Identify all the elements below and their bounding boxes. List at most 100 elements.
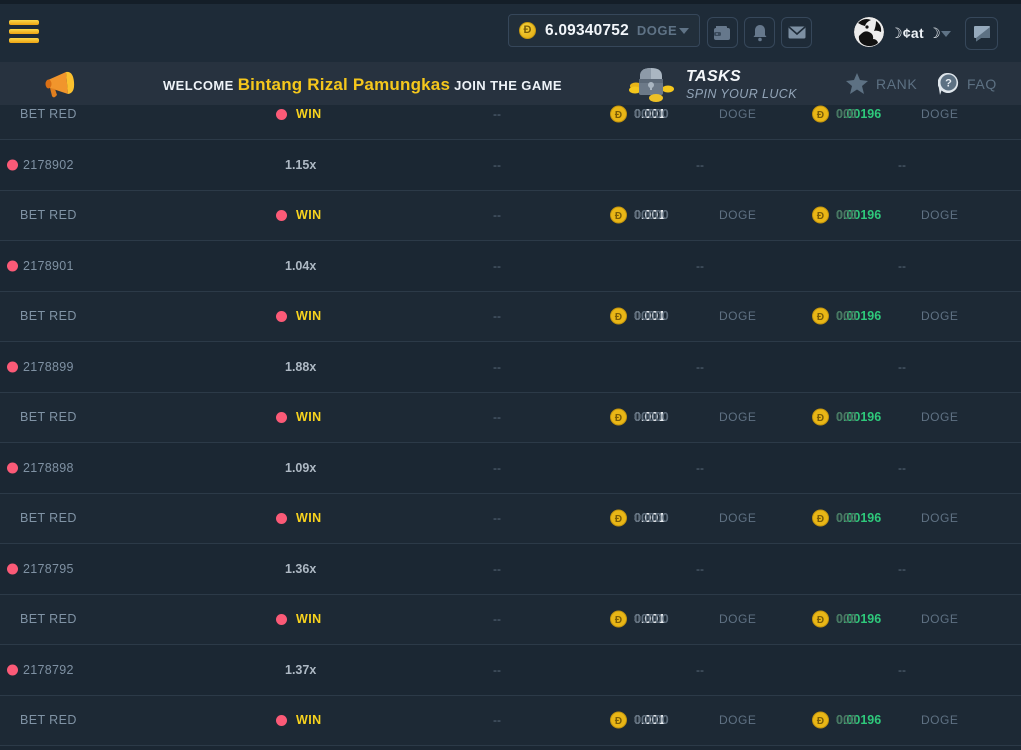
round-multiplier: 1.37x <box>285 662 317 677</box>
placeholder-dash: -- <box>898 460 906 475</box>
hamburger-menu-icon[interactable] <box>9 20 39 46</box>
user-avatar[interactable] <box>854 17 884 47</box>
user-menu-chevron-icon <box>941 31 951 37</box>
bet-amount-coin: Ð <box>610 105 627 123</box>
placeholder-dash: -- <box>493 309 501 324</box>
rank-link[interactable]: RANK <box>846 73 917 94</box>
tasks-subtitle: SPIN YOUR LUCK <box>686 86 797 101</box>
notifications-button[interactable] <box>744 17 775 48</box>
payout-amount-zeros: 000 <box>836 511 857 526</box>
bell-icon <box>753 24 766 41</box>
bet-amount-main: 0.001 <box>634 107 666 122</box>
placeholder-dash: -- <box>696 561 704 576</box>
bet-amount-main: 0.001 <box>634 713 666 728</box>
round-result-dot <box>7 260 18 272</box>
username-label[interactable]: ☽¢at ☽ <box>890 25 942 41</box>
result-text: WIN <box>296 511 322 526</box>
payout-amount-main: 0.00196 <box>836 713 882 728</box>
placeholder-dash: -- <box>493 359 501 374</box>
bet-row: BET RED WIN -- Ð 0.001 00000 DOGE Ð 0.00196 000 DO… <box>0 493 1021 544</box>
svg-text:Ð: Ð <box>817 211 824 222</box>
bet-type-label: BET RED <box>20 107 77 122</box>
doge-coin-icon: Ð <box>519 22 536 39</box>
payout-coin: Ð <box>812 509 829 527</box>
placeholder-dash: -- <box>898 157 906 172</box>
round-id: 2178901 <box>23 258 74 273</box>
bet-result: WIN <box>276 713 322 727</box>
result-text: WIN <box>296 208 322 223</box>
placeholder-dash: -- <box>493 258 501 273</box>
doge-coin-icon: Ð <box>610 711 627 729</box>
result-text: WIN <box>296 309 322 324</box>
doge-coin-icon: Ð <box>610 610 627 628</box>
placeholder-dash: -- <box>493 208 501 223</box>
bet-amount-main: 0.001 <box>634 612 666 627</box>
round-id: 2178795 <box>23 561 74 576</box>
result-text: WIN <box>296 612 322 627</box>
svg-text:Ð: Ð <box>817 514 824 525</box>
payout-coin: Ð <box>812 408 829 426</box>
bet-amount-currency: DOGE <box>719 410 757 425</box>
round-dot-icon <box>7 159 18 171</box>
payout-amount-main: 0.00196 <box>836 309 882 324</box>
svg-text:Ð: Ð <box>615 514 622 525</box>
question-icon: ? <box>938 73 959 95</box>
bet-result: WIN <box>276 511 322 525</box>
balance-currency: DOGE <box>636 23 678 38</box>
payout-currency: DOGE <box>921 612 959 627</box>
svg-text:Ð: Ð <box>817 312 824 323</box>
bet-type-label: BET RED <box>20 410 77 425</box>
chat-button[interactable] <box>965 17 998 50</box>
result-dot-icon <box>276 512 287 524</box>
rank-label: RANK <box>876 75 918 92</box>
bet-amount-zeros: 00000 <box>634 208 669 223</box>
faq-link[interactable]: ? FAQ <box>938 73 997 95</box>
bet-amount-coin: Ð <box>610 509 627 527</box>
balance-selector[interactable]: Ð 6.09340752 DOGE <box>508 14 700 47</box>
doge-coin-icon: Ð <box>812 307 829 325</box>
round-row: 2178795 1.36x -- -- -- <box>0 544 1021 595</box>
payout-amount-main: 0.00196 <box>836 410 882 425</box>
payout-amount-zeros: 000 <box>836 410 857 425</box>
doge-coin-icon: Ð <box>812 206 829 224</box>
placeholder-dash: -- <box>898 662 906 677</box>
bet-amount-coin: Ð <box>610 711 627 729</box>
bet-amount-main: 0.001 <box>634 511 666 526</box>
svg-text:Ð: Ð <box>615 312 622 323</box>
result-dot-icon <box>276 411 287 423</box>
round-multiplier: 1.04x <box>285 258 317 273</box>
bet-amount-coin: Ð <box>610 206 627 224</box>
bet-amount-currency: DOGE <box>719 208 757 223</box>
round-row: 2178901 1.04x -- -- -- <box>0 241 1021 292</box>
payout-currency: DOGE <box>921 107 959 122</box>
result-text: WIN <box>296 713 322 728</box>
placeholder-dash: -- <box>493 662 501 677</box>
messages-button[interactable] <box>781 17 812 48</box>
payout-amount-main: 0.00196 <box>836 107 882 122</box>
placeholder-dash: -- <box>493 713 501 728</box>
payout-amount-zeros: 000 <box>836 107 857 122</box>
placeholder-dash: -- <box>898 359 906 374</box>
bet-amount-currency: DOGE <box>719 107 757 122</box>
bet-amount-currency: DOGE <box>719 309 757 324</box>
svg-text:Ð: Ð <box>817 716 824 727</box>
bet-row: BET RED WIN -- Ð 0.001 00000 DOGE Ð 0.00196 000 DO… <box>0 291 1021 342</box>
wallet-button[interactable] <box>707 17 738 48</box>
result-dot-icon <box>276 310 287 322</box>
svg-text:Ð: Ð <box>615 110 622 121</box>
round-multiplier: 1.15x <box>285 157 317 172</box>
round-dot-icon <box>7 563 18 575</box>
round-multiplier: 1.09x <box>285 460 317 475</box>
payout-coin: Ð <box>812 105 829 123</box>
bet-type-label: BET RED <box>20 511 77 526</box>
round-result-dot <box>7 664 18 676</box>
doge-coin-icon: Ð <box>610 509 627 527</box>
bet-amount-zeros: 00000 <box>634 309 669 324</box>
result-text: WIN <box>296 410 322 425</box>
payout-currency: DOGE <box>921 511 959 526</box>
tasks-link[interactable]: TASKS SPIN YOUR LUCK <box>626 64 797 104</box>
payout-amount-main: 0.00196 <box>836 612 882 627</box>
round-result-dot <box>7 159 18 171</box>
round-row: 2178898 1.09x -- -- -- <box>0 443 1021 494</box>
placeholder-dash: -- <box>493 511 501 526</box>
